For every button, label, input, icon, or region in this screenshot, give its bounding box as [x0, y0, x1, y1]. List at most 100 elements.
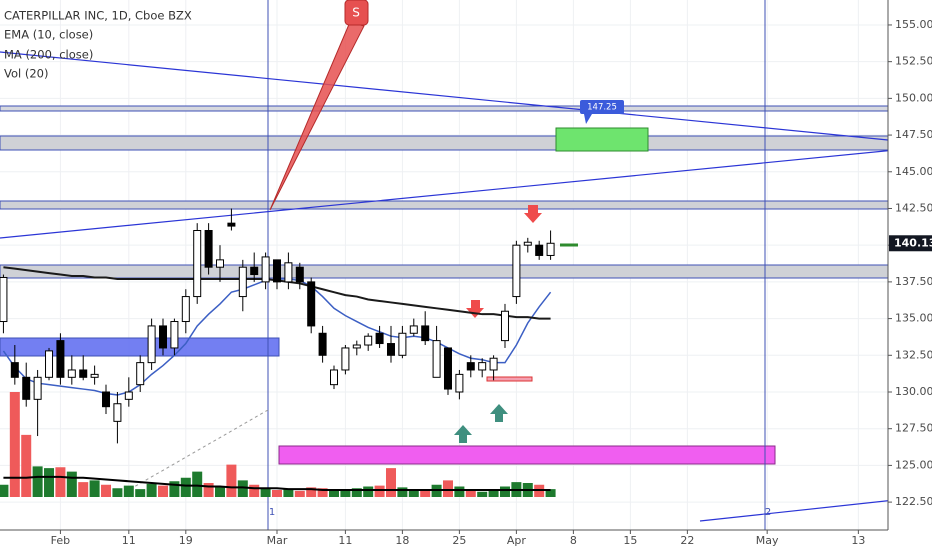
candle-body	[421, 325, 430, 342]
candle-body	[546, 242, 555, 256]
price-axis-bg	[888, 0, 932, 550]
volume-bar	[226, 464, 237, 497]
zone	[0, 105, 889, 112]
volume-bar	[9, 392, 20, 497]
volume-bar	[89, 480, 100, 497]
candle-body	[181, 296, 190, 323]
x-tick-label: Feb	[51, 534, 70, 547]
volume-bar	[465, 489, 476, 497]
y-tick-label: 147.50	[895, 128, 932, 141]
candle-body	[329, 369, 338, 386]
volume-bar	[249, 484, 260, 497]
volume-bar	[237, 480, 248, 497]
candle-body	[443, 347, 452, 390]
candle-body	[124, 391, 133, 400]
candle-body	[284, 262, 293, 283]
volume-bar	[260, 488, 271, 497]
signal-box	[344, 0, 369, 26]
candle-body	[455, 373, 464, 393]
x-tick-label: 8	[570, 534, 577, 547]
candle-body	[79, 369, 88, 378]
trend-line	[699, 499, 896, 522]
x-tick-label: 15	[623, 534, 637, 547]
volume-bar	[101, 484, 112, 497]
candle-body	[216, 259, 225, 268]
candle-body	[227, 222, 236, 227]
candle-body	[67, 369, 76, 378]
candle-body	[136, 362, 145, 386]
candle-body	[250, 266, 259, 276]
callout-label: 147.25	[587, 103, 617, 113]
candle-body	[512, 244, 521, 298]
event-marker: 2	[765, 507, 771, 518]
candle-body	[56, 340, 65, 378]
volume-bar	[123, 485, 134, 497]
candle-body	[33, 376, 42, 400]
x-tick-label: 11	[122, 534, 136, 547]
candle-body	[386, 343, 395, 356]
volume-bar	[78, 482, 89, 497]
last-price-label: 140.13	[894, 236, 932, 249]
legend-entry: EMA (10, close)	[4, 28, 93, 42]
y-tick-label: 145.00	[895, 165, 932, 178]
volume-bar	[203, 483, 214, 497]
arrow-up	[490, 404, 508, 422]
volume-bar	[442, 480, 453, 497]
axes: 122.50 125.00 127.50 130.00 132.50 135.00 137.…	[51, 18, 932, 547]
x-tick-label: Mar	[267, 534, 288, 547]
volume-bar	[306, 487, 317, 497]
x-tick-label: Apr	[507, 534, 527, 547]
y-tick-label: 142.50	[895, 201, 932, 214]
price-pane	[0, 208, 555, 444]
y-tick-label: 135.00	[895, 312, 932, 325]
arrow-up	[454, 425, 472, 443]
volume-bar	[363, 486, 374, 497]
volume-bar	[215, 486, 226, 497]
candle-body	[409, 325, 418, 334]
zone-green	[555, 127, 649, 152]
candle-body	[10, 362, 19, 378]
volume-bar	[180, 477, 191, 497]
legend-entry: MA (200, close)	[4, 48, 93, 62]
last-price-box	[889, 235, 932, 252]
candle-body	[432, 340, 441, 378]
volume-bar	[545, 489, 556, 497]
zone-blue	[0, 337, 280, 357]
volume-bar	[385, 468, 396, 497]
x-tick-label: 22	[680, 534, 694, 547]
candle-body	[478, 362, 487, 371]
candle-body	[352, 344, 361, 349]
candle-body	[159, 325, 168, 349]
y-tick-label: 150.00	[895, 91, 932, 104]
volume-bar	[66, 471, 77, 497]
candle-body	[295, 266, 304, 283]
y-tick-label: 137.50	[895, 275, 932, 288]
dashed-line	[119, 409, 269, 496]
y-tick-label: 155.00	[895, 18, 932, 31]
volume-bar	[351, 488, 362, 497]
candle-body	[273, 259, 282, 283]
candle-body	[170, 321, 179, 349]
volume-bar	[477, 491, 488, 497]
candle-body	[193, 229, 202, 298]
trend-line	[0, 51, 889, 141]
x-tick-label: 13	[851, 534, 865, 547]
candle-body	[307, 281, 316, 327]
marker-bar	[486, 376, 533, 382]
zone	[0, 135, 889, 151]
candle-body	[535, 244, 544, 256]
volume-bar	[420, 490, 431, 497]
x-tick-label: 18	[395, 534, 409, 547]
volume-bar	[454, 486, 465, 497]
y-tick-label: 152.50	[895, 55, 932, 68]
volume-pane	[0, 392, 556, 497]
candle-body	[261, 256, 270, 283]
volume-bar	[112, 488, 123, 497]
zone	[0, 264, 889, 279]
candle-body	[341, 347, 350, 371]
callout-pointer	[584, 114, 592, 124]
candle-body	[364, 335, 373, 346]
candle-body	[398, 332, 407, 356]
volume-bar	[499, 486, 510, 497]
y-tick-label: 130.00	[895, 385, 932, 398]
